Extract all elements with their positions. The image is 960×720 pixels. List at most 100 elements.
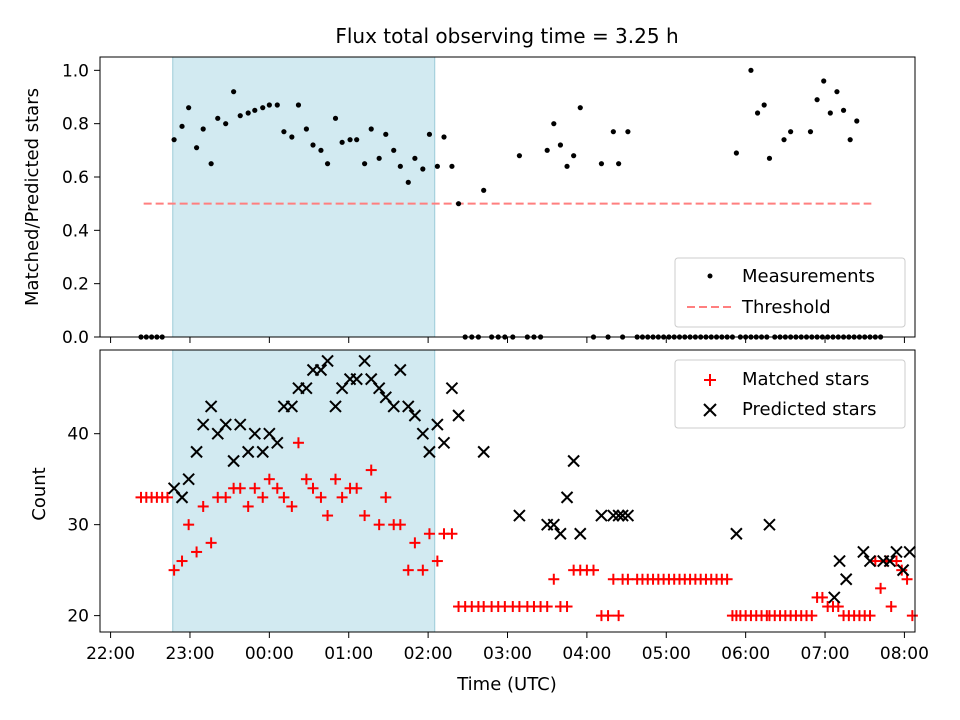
measurement-point [821,78,827,84]
matched-star-point [336,491,348,503]
matched-star-point [249,482,261,494]
predicted-star-point [321,354,334,368]
measurement-point [781,137,787,143]
predicted-star-point [402,400,415,413]
y-tick-label: 0.2 [62,275,89,295]
measurement-point [544,147,550,153]
matched-star-point [901,573,913,585]
top-y-axis-label: Matched/Predicted stars [22,88,43,306]
measurement-point [516,153,523,159]
predicted-star-point [477,445,490,459]
predicted-star-point [863,554,877,568]
measurement-point [237,113,243,119]
measurement-point [807,129,814,135]
matched-star-point [359,510,371,522]
legend-measurements-marker [707,273,713,279]
y-tick-label: 20 [67,607,89,627]
measurement-point [426,131,433,137]
matched-star-point [322,510,334,522]
measurement-point [318,147,324,153]
measurement-point [274,102,280,108]
measurement-point [281,129,287,135]
x-tick-label: 01:00 [324,644,373,664]
bottom-legend: Matched stars Predicted stars [674,359,906,429]
matched-star-point [315,491,327,503]
measurement-point [766,155,773,161]
measurement-point [179,123,185,129]
legend-threshold-label: Threshold [741,297,831,318]
measurement-point [324,161,331,167]
matched-star-point [168,564,180,576]
matched-star-point [292,437,304,449]
y-tick-label: 1.0 [62,61,89,81]
matched-star-point [864,610,876,622]
measurement-point [171,137,177,143]
matched-star-point [234,482,246,494]
matched-star-point [365,464,377,476]
bottom-panel: 20 30 40 22:00 23:00 00:00 01:00 02:00 03:00 04:… [29,349,929,695]
predicted-star-point [896,563,910,577]
bottom-y-ticks: 20 30 40 [67,425,100,627]
matched-star-point [373,519,385,531]
measurement-point [441,134,447,140]
measurement-point [339,139,345,145]
legend-predicted-marker [703,403,717,417]
measurement-point [231,89,237,95]
matched-star-point [622,573,634,585]
matched-star-point [541,601,553,613]
matched-star-point [869,555,881,567]
measurement-point [376,155,382,161]
matched-star-point [271,482,283,494]
predicted-star-point [595,509,608,522]
legend-predicted-label: Predicted stars [742,399,876,420]
measurement-point [598,161,605,167]
matched-star-point [161,491,173,503]
x-tick-label: 23:00 [165,644,214,664]
measurement-point [814,97,820,103]
predicted-star-point [204,400,218,413]
measurement-point [310,142,316,148]
measurement-point [245,110,251,116]
matched-star-point [875,582,887,594]
measurement-point [186,105,192,111]
measurement-point [208,161,214,167]
predicted-star-point [190,445,203,459]
predicted-star-point [547,518,561,531]
measurement-point [420,166,426,172]
matched-star-point [431,555,443,567]
top-panel: 0.0 0.2 0.4 0.6 0.8 1.0 Matched/Predicted sta… [22,56,916,348]
matched-star-point [191,546,203,558]
top-x-ticks [110,337,905,343]
matched-star-point [602,610,614,622]
measurement-point [577,105,583,111]
predicted-star-point [903,545,916,559]
top-legend-box [674,257,906,328]
y-tick-label: 30 [67,516,89,536]
bottom-legend-box [674,359,906,429]
matched-star-point [380,491,392,503]
measurement-point [266,102,272,108]
measurement-point [557,142,564,148]
measurement-point [834,89,840,95]
predicted-star-point [182,472,195,486]
measurement-point [332,115,339,121]
legend-measurements-label: Measurements [742,266,875,287]
matched-star-point [721,573,733,585]
matched-star-point [183,519,195,531]
x-tick-label: 06:00 [721,644,770,664]
x-tick-label: 07:00 [801,644,850,664]
measurement-point [564,163,570,169]
predicted-star-point [554,527,567,540]
x-tick-label: 08:00 [880,644,929,664]
measurement-point [193,145,200,151]
matched-star-point [417,564,429,576]
predicted-star-point [890,545,903,559]
measurement-point [788,129,794,135]
matched-star-point [409,537,421,549]
predicted-star-point [423,445,436,459]
measurement-point [412,155,418,161]
matched-star-point [205,537,217,549]
x-tick-label: 22:00 [86,644,135,664]
measurement-point [455,201,462,207]
predicted-star-point [271,436,284,449]
